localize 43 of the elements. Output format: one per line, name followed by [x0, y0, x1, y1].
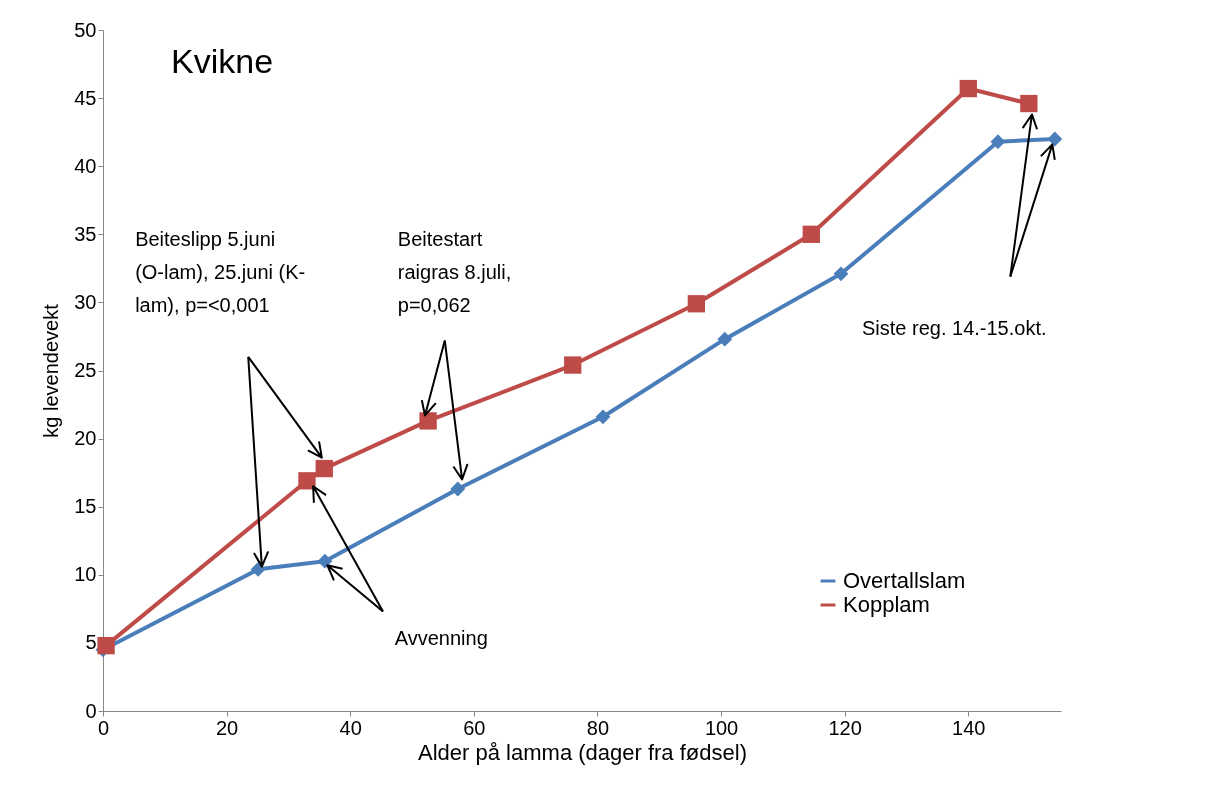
y-tick-label: 30 — [74, 290, 97, 313]
y-tick-label: 50 — [74, 18, 97, 41]
annotation: Beitestart raigras 8.juli, p=0,062 — [397, 228, 512, 317]
chart-title: Kvikne — [170, 42, 274, 81]
point — [564, 356, 582, 374]
x-tick-label: 40 — [339, 716, 362, 739]
point — [959, 79, 977, 98]
point — [419, 412, 437, 430]
x-axis-title: Alder på lamma (dager fra fødsel) — [418, 739, 747, 765]
x-tick-label: 100 — [704, 716, 739, 739]
point — [802, 225, 820, 243]
x-tick-label: 60 — [463, 716, 486, 739]
y-tick-label: 45 — [74, 86, 97, 109]
x-tick-label: 120 — [828, 716, 862, 739]
point — [717, 331, 733, 347]
point — [315, 459, 333, 478]
point — [97, 636, 115, 655]
y-tick-label: 20 — [74, 427, 97, 450]
y-tick-label: 35 — [74, 222, 97, 245]
point — [450, 481, 466, 497]
legend-label: Overtallslam — [843, 568, 966, 593]
point — [687, 295, 705, 313]
y-tick-label: 15 — [74, 495, 97, 518]
annotation: Avvenning — [394, 627, 488, 650]
point — [317, 553, 333, 569]
y-tick-label: 5 — [85, 631, 97, 654]
x-tick-label: 140 — [952, 716, 986, 739]
y-tick-label: 40 — [74, 154, 97, 177]
annotation: Beiteslipp 5.juni (O-lam), 25.juni (K- lam), p=<0,001 — [135, 228, 306, 317]
x-tick-label: 20 — [215, 716, 239, 739]
point — [1047, 131, 1063, 147]
y-tick-label: 0 — [85, 699, 97, 722]
y-axis-title: kg levendevekt — [40, 303, 63, 438]
annotation: Siste reg. 14.-15.okt. — [861, 316, 1047, 339]
y-tick-label: 25 — [74, 359, 97, 381]
y-tick-label: 10 — [74, 563, 97, 586]
legend-label: Kopplam — [843, 592, 930, 617]
point — [833, 266, 849, 282]
x-tick-label: 80 — [586, 716, 610, 739]
point — [1020, 94, 1038, 113]
point — [595, 409, 611, 425]
point — [298, 472, 316, 490]
point — [990, 134, 1006, 150]
